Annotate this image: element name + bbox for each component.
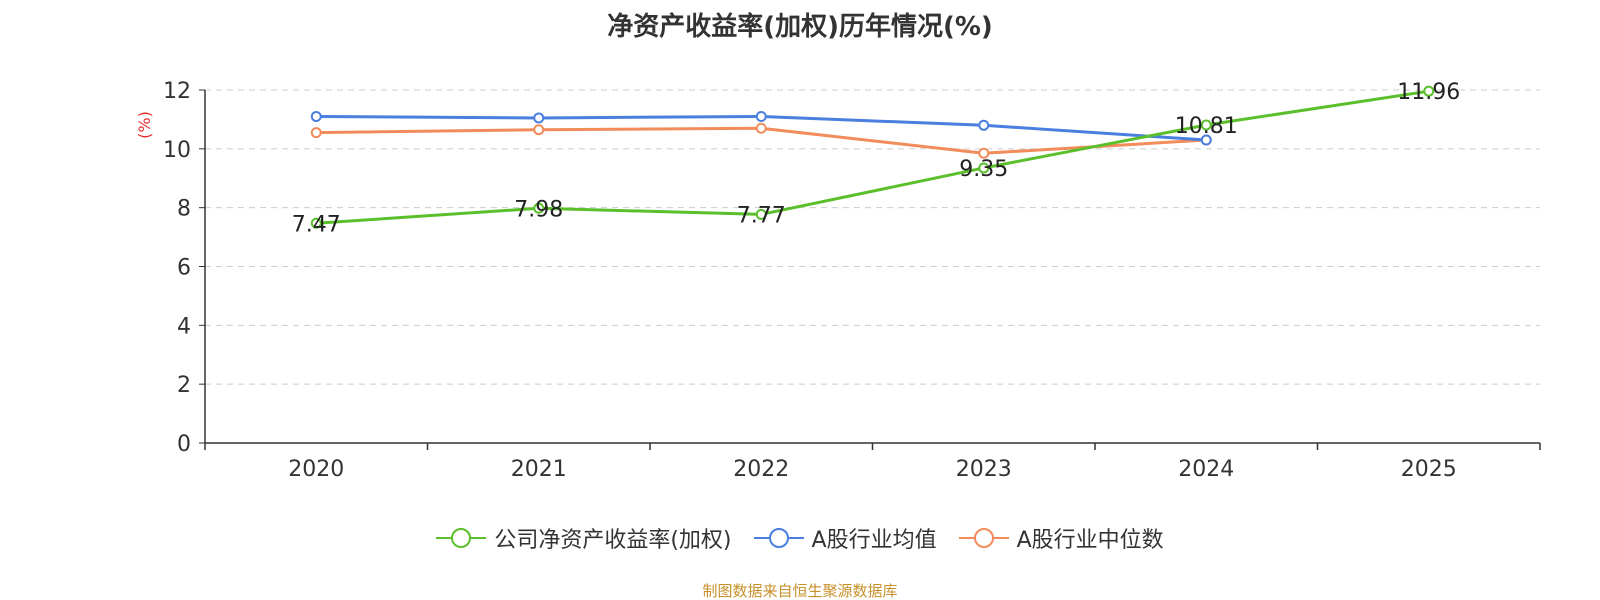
data-label: 7.77 xyxy=(737,203,786,228)
chart-title: 净资产收益率(加权)历年情况(%) xyxy=(607,12,993,42)
data-point xyxy=(978,119,990,131)
series-line xyxy=(316,89,1429,225)
legend: 公司净资产收益率(加权) A股行业均值 A股行业中位数 xyxy=(0,522,1600,554)
data-label: 7.98 xyxy=(514,197,563,222)
legend-item[interactable]: 公司净资产收益率(加权) xyxy=(436,522,732,554)
data-point xyxy=(755,208,767,220)
data-label: 7.47 xyxy=(292,212,341,237)
data-point xyxy=(310,127,322,139)
y-tick-label: 2 xyxy=(177,373,191,398)
data-point xyxy=(310,217,322,229)
data-point xyxy=(1423,85,1435,97)
x-tick-label: 2022 xyxy=(733,457,789,482)
data-point xyxy=(755,122,767,134)
data-label: 11.96 xyxy=(1397,80,1460,105)
x-tick-label: 2023 xyxy=(956,457,1012,482)
data-point xyxy=(1200,134,1212,146)
y-tick-label: 8 xyxy=(177,197,191,222)
legend-marker-icon xyxy=(436,528,487,548)
data-point xyxy=(755,110,767,122)
y-tick-label: 10 xyxy=(163,138,191,163)
data-point xyxy=(978,147,990,159)
data-label: 10.81 xyxy=(1175,114,1238,139)
legend-marker-icon xyxy=(753,528,804,548)
data-point xyxy=(533,202,545,214)
legend-item[interactable]: A股行业均值 xyxy=(753,522,937,554)
legend-marker-icon xyxy=(958,528,1009,548)
source-note: 制图数据来自恒生聚源数据库 xyxy=(702,582,898,600)
data-point xyxy=(978,162,990,174)
legend-item[interactable]: A股行业中位数 xyxy=(958,522,1164,554)
x-tick-label: 2021 xyxy=(511,457,567,482)
y-tick-label: 0 xyxy=(177,432,191,457)
data-point xyxy=(533,112,545,124)
legend-label: 公司净资产收益率(加权) xyxy=(494,528,732,553)
y-tick-label: 6 xyxy=(177,256,191,281)
data-label: 9.35 xyxy=(959,157,1008,182)
legend-label: A股行业中位数 xyxy=(1016,528,1164,553)
x-tick-label: 2025 xyxy=(1401,457,1457,482)
y-tick-label: 4 xyxy=(177,314,191,339)
x-tick-label: 2020 xyxy=(288,457,344,482)
x-tick-label: 2024 xyxy=(1178,457,1234,482)
legend-label: A股行业均值 xyxy=(811,528,937,553)
y-tick-label: 12 xyxy=(163,79,191,104)
data-point xyxy=(310,110,322,122)
data-point xyxy=(1200,119,1212,131)
y-axis-label: (%) xyxy=(135,111,154,139)
data-point xyxy=(533,124,545,136)
